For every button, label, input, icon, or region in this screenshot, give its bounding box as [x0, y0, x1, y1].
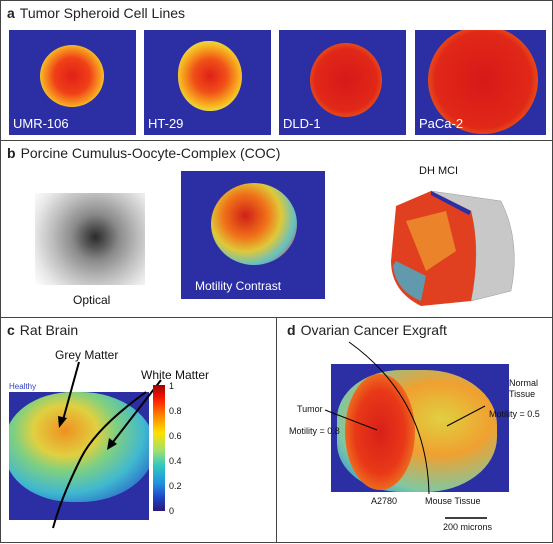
grey-matter-label: Grey Matter [55, 348, 119, 362]
tumor-motility-label: Motility = 0.8 [289, 426, 340, 436]
panel-a-letter: a [7, 5, 15, 21]
brain-heatmap [9, 392, 149, 520]
brain-blob [9, 392, 149, 502]
exgraft-heatmap [331, 364, 509, 492]
spheroid-image-3: DLD-1 [279, 30, 406, 135]
panel-a: a Tumor Spheroid Cell Lines UMR-106 HT-29… [0, 0, 553, 141]
colorbar-tick-0-6: 0.6 [169, 431, 182, 441]
exgraft-tumor-blob [345, 374, 415, 490]
panel-c-header: c Rat Brain [7, 322, 78, 338]
panel-a-title: Tumor Spheroid Cell Lines [19, 5, 186, 21]
spheroid-image-4: PaCa-2 [415, 30, 546, 135]
tumor-pointer-line [324, 409, 378, 431]
colorbar-tick-1: 1 [169, 381, 175, 391]
tumor-label: Tumor [297, 404, 323, 414]
dh-mci-edge-blue [431, 191, 471, 215]
motility-contrast-image: Motility Contrast [181, 171, 325, 299]
normal-tissue-label-1: Normal [509, 378, 539, 388]
panel-d-header: d Ovarian Cancer Exgraft [287, 322, 447, 338]
colorbar [153, 385, 165, 511]
dh-mci-label: DH MCI [419, 165, 459, 177]
spheroid-4-blob [428, 30, 538, 134]
panel-b: b Porcine Cumulus-Oocyte-Complex (COC) Op… [0, 140, 553, 318]
panel-c-letter: c [7, 322, 15, 338]
motility-contrast-label: Motility Contrast [195, 279, 282, 293]
panel-b-header: b Porcine Cumulus-Oocyte-Complex (COC) [7, 145, 280, 161]
panel-c: c Rat Brain Grey Matter White Matter Heal… [0, 317, 277, 543]
grey-matter-arrow [62, 361, 80, 421]
spheroid-2-label: HT-29 [148, 116, 184, 131]
healthy-label: Healthy [9, 382, 37, 391]
spheroid-2-blob [178, 41, 242, 111]
panel-b-letter: b [7, 145, 16, 161]
panel-c-title: Rat Brain [19, 322, 79, 338]
optical-label: Optical [73, 293, 111, 307]
normal-pointer-line [446, 405, 486, 427]
panel-d-letter: d [287, 322, 296, 338]
spheroid-image-1: UMR-106 [9, 30, 136, 135]
panel-a-header: a Tumor Spheroid Cell Lines [7, 5, 185, 21]
brain-arrows [52, 361, 162, 529]
spheroid-1-label: UMR-106 [13, 116, 69, 131]
spheroid-3-label: DLD-1 [283, 116, 321, 131]
spheroid-4-label: PaCa-2 [419, 116, 464, 131]
motility-blob [211, 183, 297, 265]
colorbar-tick-0-8: 0.8 [169, 406, 182, 416]
dh-mci-3d-image [391, 190, 515, 306]
mouse-tissue-label: Mouse Tissue [425, 496, 481, 506]
panel-d-title: Ovarian Cancer Exgraft [300, 322, 447, 338]
scale-bar-label: 200 microns [443, 522, 493, 532]
brain-boundary-curve [52, 391, 147, 529]
dh-mci-front-highlight [406, 211, 456, 271]
normal-tissue-label-2: Tissue [509, 389, 536, 399]
panel-d: d Ovarian Cancer Exgraft Tumor Motility =… [276, 317, 553, 543]
panel-b-title: Porcine Cumulus-Oocyte-Complex (COC) [20, 145, 281, 161]
optical-image [35, 193, 145, 285]
colorbar-tick-0-2: 0.2 [169, 481, 182, 491]
colorbar-tick-0-4: 0.4 [169, 456, 182, 466]
a2780-label: A2780 [371, 496, 398, 506]
white-matter-label: White Matter [141, 368, 210, 382]
grey-matter-arrowhead [58, 416, 67, 428]
spheroid-1-blob [40, 45, 104, 107]
tissue-boundary-curve [348, 341, 430, 495]
colorbar-tick-0: 0 [169, 506, 175, 516]
exgraft-annotations [324, 341, 487, 519]
normal-motility-label: Motility = 0.5 [489, 409, 540, 419]
spheroid-3-blob [310, 43, 382, 117]
spheroid-image-2: HT-29 [144, 30, 271, 135]
dh-mci-front-cool [393, 261, 426, 301]
white-matter-arrowhead [107, 438, 117, 450]
